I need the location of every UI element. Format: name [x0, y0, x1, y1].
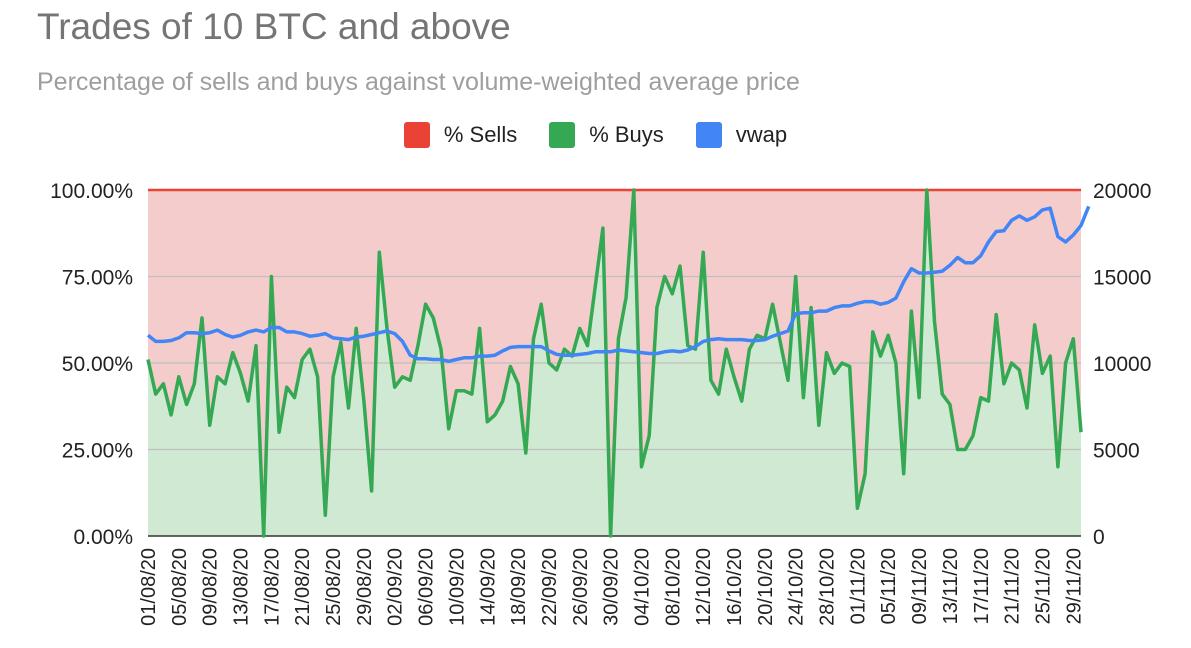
- x-tick-label: 30/09/20: [601, 548, 623, 626]
- x-tick-label: 04/10/20: [632, 548, 654, 626]
- y-right-tick-label: 0: [1093, 526, 1105, 549]
- legend-item-vwap[interactable]: vwap: [695, 122, 788, 148]
- x-tick-label: 01/08/20: [138, 548, 160, 626]
- y-left-tick-label: 25.00%: [62, 440, 133, 463]
- x-tick-label: 25/08/20: [323, 548, 345, 626]
- chart-subtitle: Percentage of sells and buys against vol…: [37, 68, 800, 96]
- legend-swatch-buys: [549, 122, 576, 148]
- y-right-tick-label: 10000: [1093, 353, 1151, 376]
- legend-label-buys: % Buys: [589, 122, 664, 147]
- x-tick-label: 08/10/20: [662, 548, 684, 626]
- y-right-tick-label: 15000: [1093, 267, 1151, 290]
- y-left-tick-label: 0.00%: [73, 526, 133, 549]
- x-tick-label: 28/10/20: [817, 548, 839, 626]
- y-right-tick-label: 5000: [1093, 440, 1140, 463]
- x-tick-label: 18/09/20: [508, 548, 530, 626]
- x-tick-label: 12/10/20: [693, 548, 715, 626]
- x-tick-label: 24/10/20: [786, 548, 808, 626]
- x-tick-label: 26/09/20: [570, 548, 592, 626]
- x-tick-label: 17/11/20: [971, 548, 993, 624]
- chart-legend: % Sells % Buys vwap: [0, 122, 1191, 148]
- buys-series-line: [146, 188, 1083, 538]
- x-tick-label: 22/09/20: [539, 548, 561, 626]
- x-tick-label: 29/08/20: [354, 548, 376, 626]
- legend-swatch-sells: [403, 122, 430, 148]
- x-tick-label: 17/08/20: [261, 548, 283, 626]
- legend-item-buys[interactable]: % Buys: [549, 122, 664, 148]
- x-tick-label: 14/09/20: [477, 548, 499, 626]
- x-tick-label: 09/08/20: [200, 548, 222, 626]
- chart-title: Trades of 10 BTC and above: [37, 6, 511, 47]
- legend-item-sells[interactable]: % Sells: [403, 122, 518, 148]
- x-tick-label: 25/11/20: [1032, 548, 1054, 624]
- x-tick-label: 16/10/20: [724, 548, 746, 626]
- y-right-tick-label: 20000: [1093, 180, 1151, 203]
- x-tick-label: 21/11/20: [1002, 548, 1024, 624]
- legend-label-sells: % Sells: [443, 122, 518, 147]
- y-left-tick-label: 50.00%: [62, 353, 133, 376]
- x-tick-label: 13/08/20: [231, 548, 253, 626]
- x-tick-label: 06/09/20: [416, 548, 438, 626]
- legend-label-vwap: vwap: [735, 122, 788, 147]
- vwap-series-line: [146, 205, 1091, 364]
- x-tick-label: 09/11/20: [909, 548, 931, 624]
- x-tick-label: 29/11/20: [1063, 548, 1085, 624]
- x-tick-label: 21/08/20: [292, 548, 314, 626]
- x-tick-label: 10/09/20: [446, 548, 468, 626]
- legend-swatch-vwap: [695, 122, 722, 148]
- y-left-tick-label: 100.00%: [50, 180, 133, 203]
- y-left-tick-label: 75.00%: [62, 267, 133, 290]
- x-tick-label: 13/11/20: [940, 548, 962, 624]
- x-tick-label: 05/11/20: [878, 548, 900, 624]
- x-tick-label: 20/10/20: [755, 548, 777, 626]
- x-tick-label: 01/11/20: [847, 548, 869, 624]
- x-tick-label: 02/09/20: [385, 548, 407, 626]
- x-tick-label: 05/08/20: [169, 548, 191, 626]
